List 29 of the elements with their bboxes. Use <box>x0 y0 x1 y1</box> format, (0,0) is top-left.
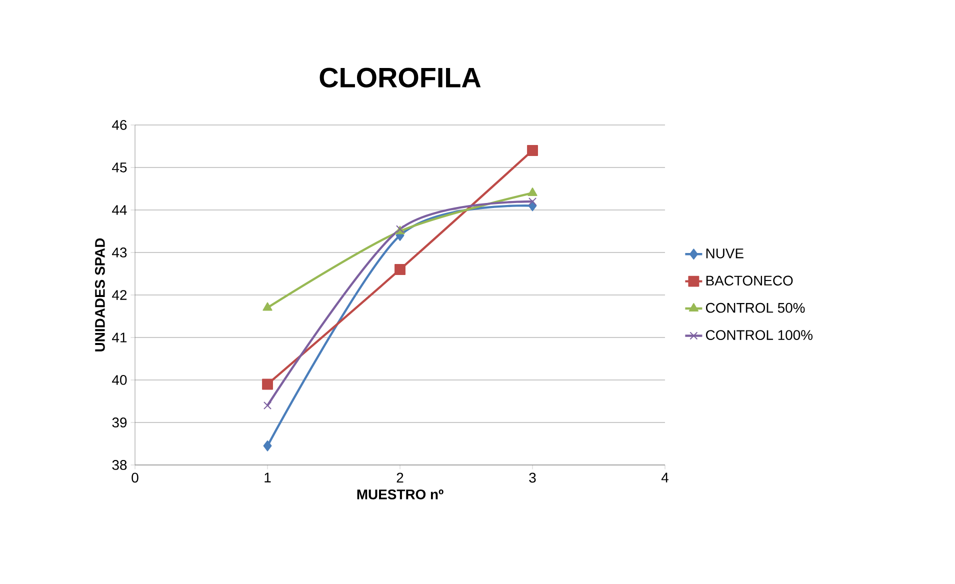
y-tick-label: 44 <box>112 205 127 215</box>
legend-label: CONTROL 100% <box>706 330 813 340</box>
x-tick-label: 2 <box>396 472 404 482</box>
point <box>528 197 537 206</box>
point <box>528 188 538 196</box>
y-tick-label: 40 <box>112 375 127 385</box>
x-tick-label: 3 <box>529 472 536 483</box>
legend-label: CONTROL 50% <box>706 302 805 313</box>
point <box>263 440 272 452</box>
point <box>262 302 272 311</box>
x-tick-label: 0 <box>132 472 138 483</box>
y-axis-title: UNIDADES SPAD <box>95 238 105 352</box>
x-axis-title: MUESTRO nº <box>357 489 444 500</box>
legend-label: BACTONECO <box>706 276 793 286</box>
point <box>263 401 272 410</box>
chart-title: CLOROFILA <box>320 68 481 88</box>
point <box>394 264 406 275</box>
x-tick-label: 1 <box>264 472 271 482</box>
y-tick-label: 46 <box>112 120 127 130</box>
y-tick-label: 41 <box>112 332 127 342</box>
legend-label: NUVE <box>706 248 744 258</box>
x-tick-label: 4 <box>661 472 668 482</box>
y-tick-label: 42 <box>112 290 127 300</box>
y-tick-label: 38 <box>112 460 127 470</box>
y-tick-label: 43 <box>112 248 127 258</box>
y-tick-label: 39 <box>112 418 127 428</box>
point <box>262 378 273 390</box>
point <box>527 145 538 156</box>
y-tick-label: 45 <box>112 162 127 172</box>
